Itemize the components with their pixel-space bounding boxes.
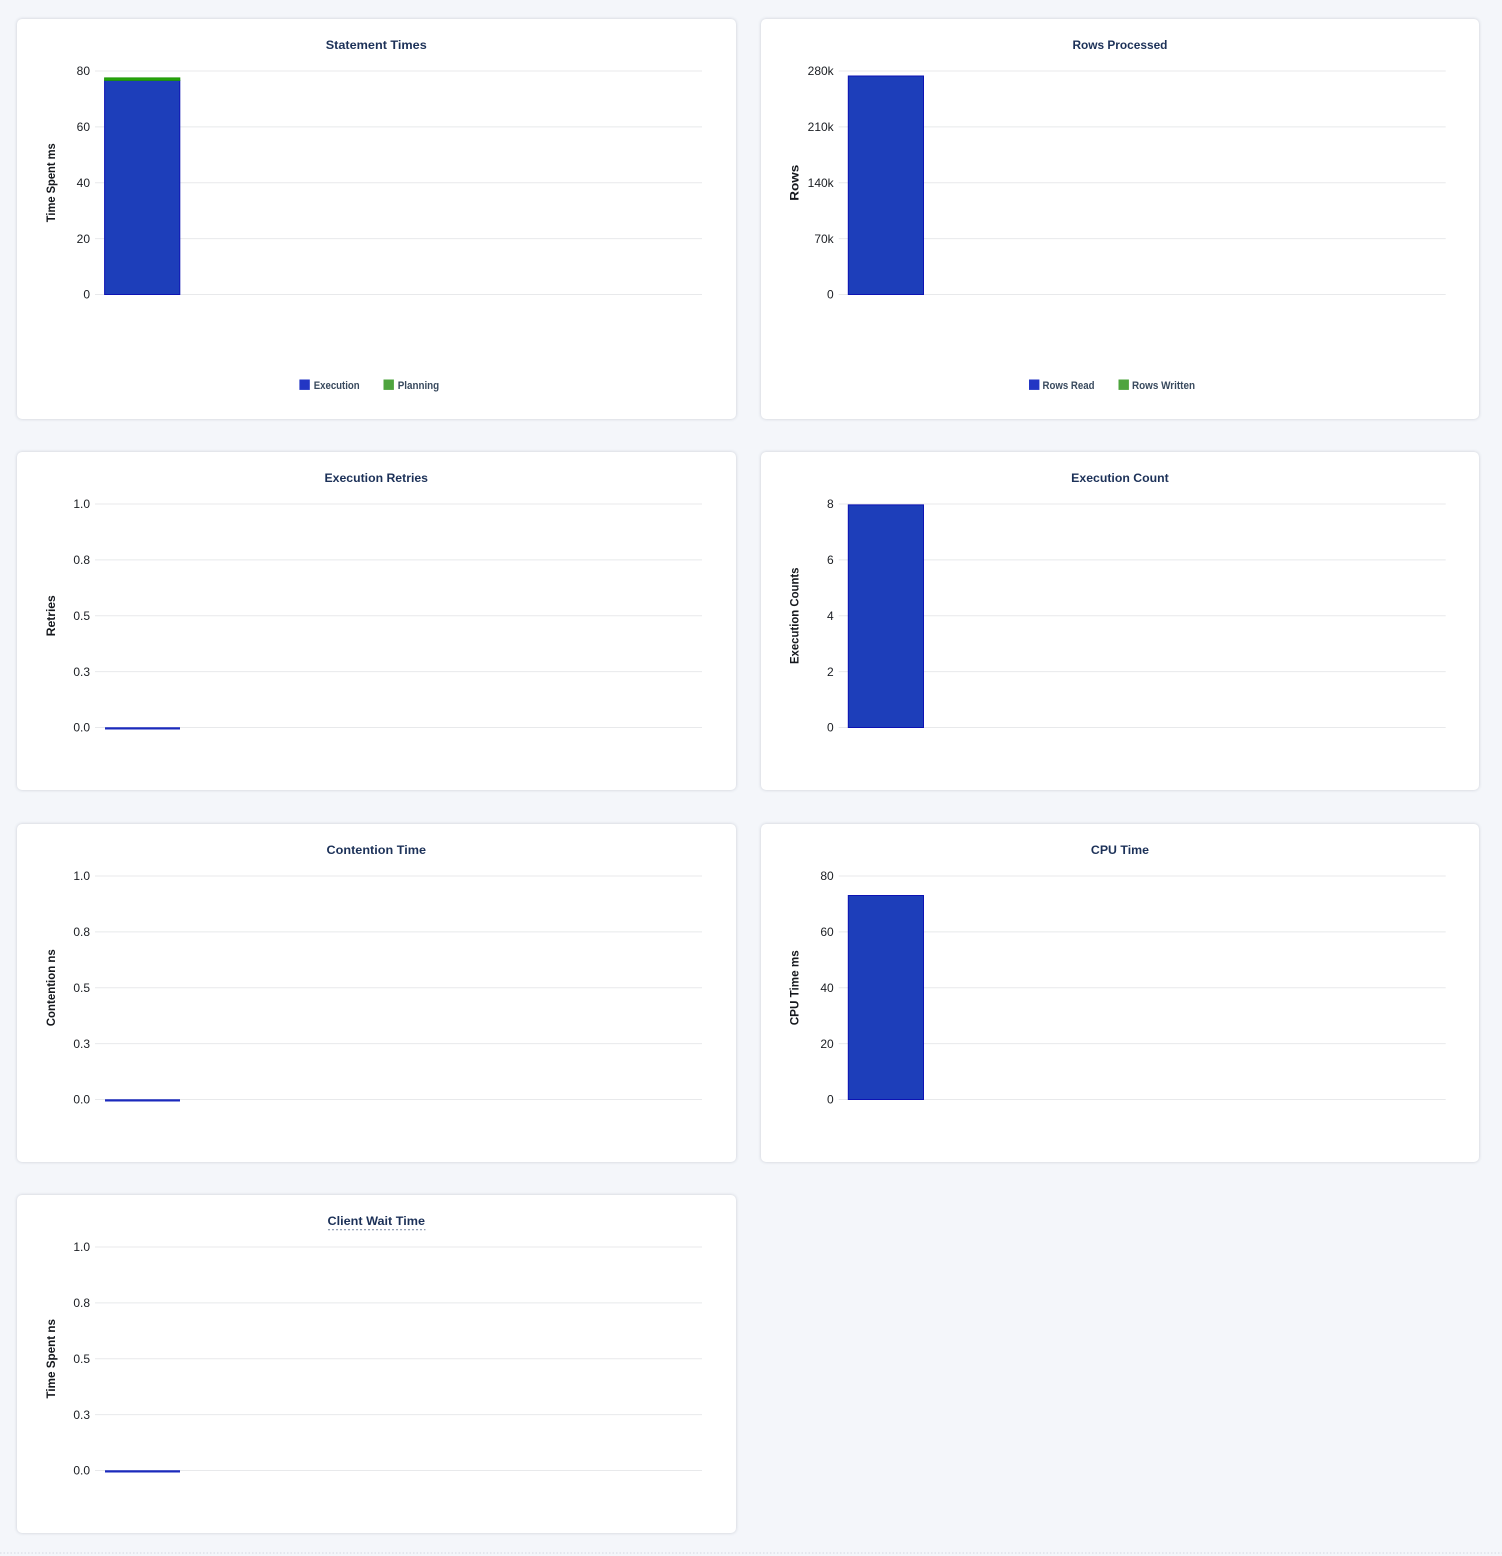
svg-text:Contention Time: Contention Time — [327, 843, 427, 857]
svg-text:280k: 280k — [808, 64, 835, 78]
svg-text:Time Spent ns: Time Spent ns — [44, 1319, 58, 1399]
svg-text:Execution Count: Execution Count — [1071, 471, 1169, 485]
svg-text:0: 0 — [827, 288, 834, 302]
svg-text:60: 60 — [77, 120, 91, 134]
svg-text:0.3: 0.3 — [73, 1037, 90, 1051]
svg-text:Rows Processed: Rows Processed — [1072, 38, 1167, 52]
svg-text:0.0: 0.0 — [73, 1464, 90, 1478]
svg-text:80: 80 — [77, 64, 91, 78]
svg-text:0: 0 — [827, 1093, 834, 1107]
svg-text:Statement Times: Statement Times — [326, 38, 427, 52]
svg-text:0.8: 0.8 — [73, 553, 90, 567]
svg-text:0.5: 0.5 — [73, 1352, 90, 1366]
svg-text:Time Spent ms: Time Spent ms — [44, 143, 58, 222]
svg-text:0.0: 0.0 — [73, 1093, 90, 1107]
svg-text:8: 8 — [827, 497, 834, 511]
svg-text:Client Wait Time: Client Wait Time — [328, 1214, 426, 1228]
svg-text:0.0: 0.0 — [73, 721, 90, 735]
svg-text:CPU Time ms: CPU Time ms — [788, 950, 802, 1025]
svg-text:1.0: 1.0 — [73, 869, 90, 883]
svg-text:Retries: Retries — [44, 595, 58, 636]
svg-text:0.3: 0.3 — [73, 665, 90, 679]
svg-text:40: 40 — [820, 981, 834, 995]
svg-text:0.3: 0.3 — [73, 1408, 90, 1422]
svg-text:0: 0 — [83, 288, 90, 302]
svg-text:Contention ns: Contention ns — [44, 949, 58, 1026]
svg-text:1.0: 1.0 — [73, 497, 90, 511]
svg-text:140k: 140k — [808, 176, 835, 190]
svg-text:0.8: 0.8 — [73, 925, 90, 939]
svg-text:20: 20 — [77, 232, 91, 246]
svg-text:0: 0 — [827, 721, 834, 735]
svg-text:0.8: 0.8 — [73, 1296, 90, 1310]
svg-text:70k: 70k — [814, 232, 834, 246]
svg-text:6: 6 — [827, 553, 834, 567]
svg-text:40: 40 — [77, 176, 91, 190]
svg-text:2: 2 — [827, 665, 834, 679]
svg-text:Rows Read: Rows Read — [1043, 380, 1095, 392]
svg-text:60: 60 — [820, 925, 834, 939]
svg-text:0.5: 0.5 — [73, 981, 90, 995]
svg-text:Rows: Rows — [788, 164, 802, 200]
svg-text:Planning: Planning — [398, 380, 440, 392]
svg-text:Execution Retries: Execution Retries — [325, 471, 429, 485]
svg-text:CPU Time: CPU Time — [1091, 843, 1149, 857]
svg-text:20: 20 — [820, 1037, 834, 1051]
svg-text:Execution Counts: Execution Counts — [788, 567, 802, 664]
svg-text:4: 4 — [827, 609, 834, 623]
svg-text:1.0: 1.0 — [73, 1240, 90, 1254]
svg-text:80: 80 — [820, 869, 834, 883]
svg-text:Execution: Execution — [314, 380, 360, 392]
svg-text:Rows Written: Rows Written — [1132, 380, 1195, 392]
svg-text:210k: 210k — [808, 120, 835, 134]
svg-text:0.5: 0.5 — [73, 609, 90, 623]
